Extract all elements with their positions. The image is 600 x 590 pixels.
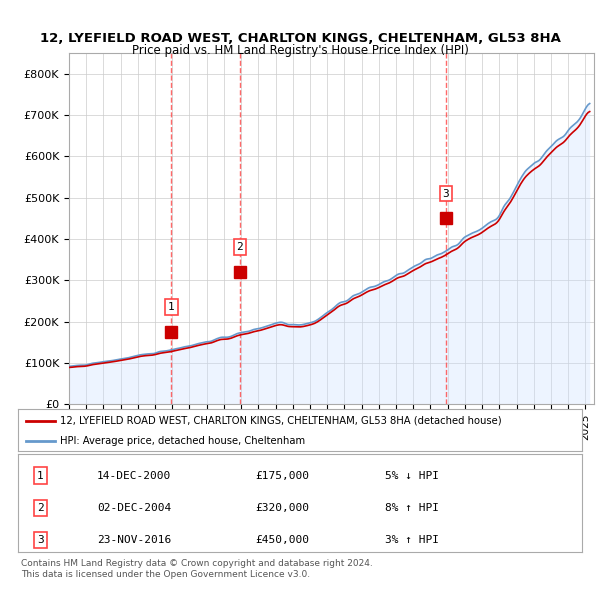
Text: 02-DEC-2004: 02-DEC-2004 bbox=[97, 503, 171, 513]
Text: HPI: Average price, detached house, Cheltenham: HPI: Average price, detached house, Chel… bbox=[60, 436, 305, 445]
Text: 3: 3 bbox=[443, 189, 449, 198]
Text: 1: 1 bbox=[168, 302, 175, 312]
Text: 12, LYEFIELD ROAD WEST, CHARLTON KINGS, CHELTENHAM, GL53 8HA: 12, LYEFIELD ROAD WEST, CHARLTON KINGS, … bbox=[40, 32, 560, 45]
Text: 14-DEC-2000: 14-DEC-2000 bbox=[97, 471, 171, 481]
Text: Price paid vs. HM Land Registry's House Price Index (HPI): Price paid vs. HM Land Registry's House … bbox=[131, 44, 469, 57]
Text: 23-NOV-2016: 23-NOV-2016 bbox=[97, 535, 171, 545]
Text: 3: 3 bbox=[37, 535, 44, 545]
Text: 3% ↑ HPI: 3% ↑ HPI bbox=[385, 535, 439, 545]
Text: 2: 2 bbox=[37, 503, 44, 513]
Text: Contains HM Land Registry data © Crown copyright and database right 2024.
This d: Contains HM Land Registry data © Crown c… bbox=[21, 559, 373, 579]
Text: 2: 2 bbox=[236, 242, 243, 252]
Text: 5% ↓ HPI: 5% ↓ HPI bbox=[385, 471, 439, 481]
Text: £450,000: £450,000 bbox=[255, 535, 309, 545]
Text: 8% ↑ HPI: 8% ↑ HPI bbox=[385, 503, 439, 513]
Text: 12, LYEFIELD ROAD WEST, CHARLTON KINGS, CHELTENHAM, GL53 8HA (detached house): 12, LYEFIELD ROAD WEST, CHARLTON KINGS, … bbox=[60, 416, 502, 426]
Text: 1: 1 bbox=[37, 471, 44, 481]
Text: £320,000: £320,000 bbox=[255, 503, 309, 513]
Text: £175,000: £175,000 bbox=[255, 471, 309, 481]
